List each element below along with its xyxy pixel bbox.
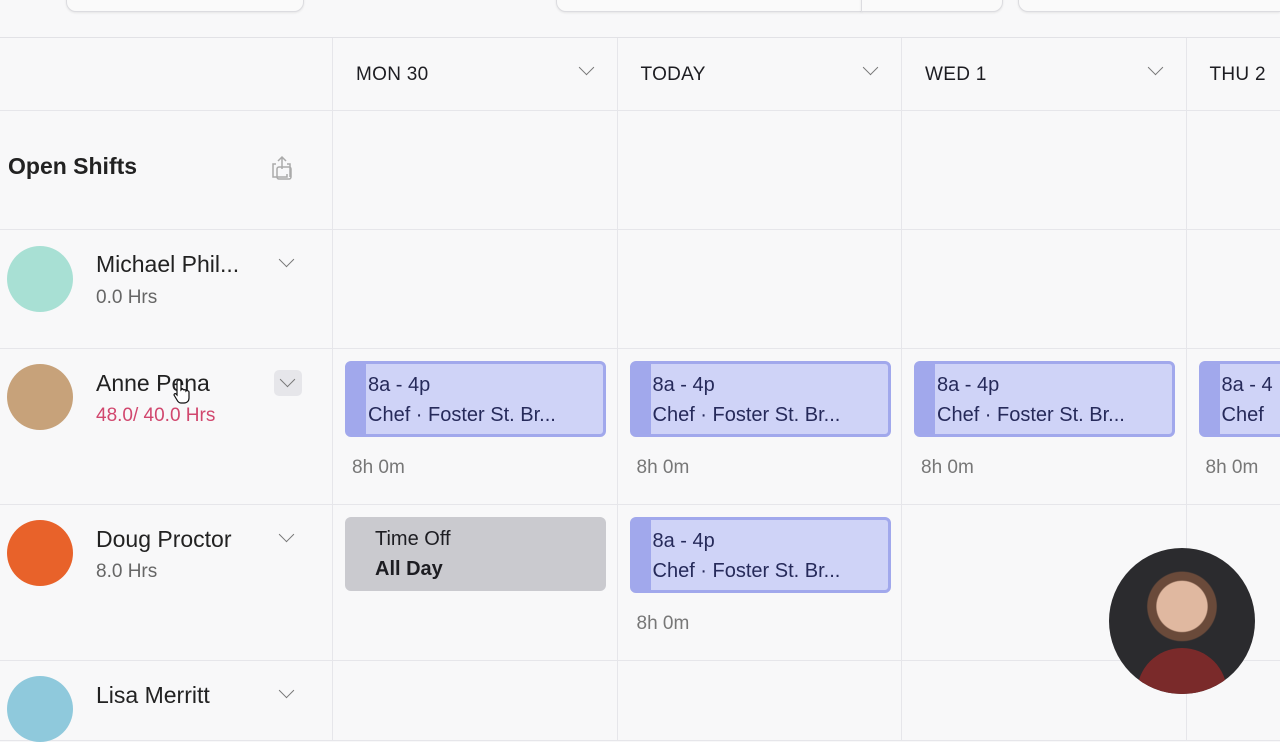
- cell[interactable]: [333, 111, 618, 229]
- shift-role: Chef · Foster St. Br...: [653, 400, 888, 430]
- avatar: [7, 364, 73, 430]
- day-header-row: MON 30 TODAY WED 1 THU 2: [0, 38, 1280, 111]
- day-header-today[interactable]: TODAY: [618, 38, 903, 110]
- chevron-down-icon: [280, 372, 296, 388]
- header-corner: [0, 38, 333, 110]
- avatar: [7, 676, 73, 742]
- cell[interactable]: [618, 661, 903, 740]
- day-label: WED 1: [925, 64, 987, 86]
- employee-name[interactable]: Doug Proctor: [96, 526, 232, 553]
- cell[interactable]: [333, 230, 618, 348]
- employee-row: Lisa Merritt: [0, 661, 1280, 741]
- day-label: TODAY: [641, 64, 706, 86]
- top-control-mid-2[interactable]: [861, 0, 1003, 12]
- shift-time: 8a - 4p: [653, 370, 888, 400]
- chevron-down-icon[interactable]: [279, 683, 295, 699]
- day-header-thu[interactable]: THU 2: [1187, 38, 1280, 110]
- employee-hours: 8.0 Hrs: [96, 561, 157, 583]
- cell[interactable]: [1187, 111, 1280, 229]
- employee-menu-button[interactable]: [274, 370, 302, 396]
- day-label: MON 30: [356, 64, 429, 86]
- shift-time: 8a - 4: [1222, 370, 1280, 400]
- chevron-down-icon[interactable]: [279, 252, 295, 268]
- top-control-mid[interactable]: [556, 0, 862, 12]
- chevron-down-icon[interactable]: [578, 60, 594, 76]
- employee-hours: 48.0/ 40.0 Hrs: [96, 405, 215, 427]
- shift-duration: 8h 0m: [921, 457, 974, 479]
- hand-cursor-icon: [172, 378, 192, 404]
- cell[interactable]: [618, 111, 903, 229]
- cell[interactable]: [1187, 230, 1280, 348]
- day-header-wed[interactable]: WED 1: [902, 38, 1187, 110]
- employee-name[interactable]: Lisa Merritt: [96, 682, 210, 709]
- time-off-duration: All Day: [375, 554, 606, 584]
- top-control-left[interactable]: [66, 0, 304, 12]
- shift-duration: 8h 0m: [1206, 457, 1259, 479]
- top-control-right[interactable]: [1018, 0, 1280, 12]
- cell[interactable]: [902, 230, 1187, 348]
- shift-time: 8a - 4p: [937, 370, 1172, 400]
- day-header-mon[interactable]: MON 30: [333, 38, 618, 110]
- shift-time: 8a - 4p: [368, 370, 603, 400]
- cell[interactable]: [333, 661, 618, 740]
- share-icon[interactable]: [270, 155, 294, 181]
- presenter-webcam: [1109, 548, 1255, 694]
- day-label: THU 2: [1210, 64, 1266, 86]
- shift-duration: 8h 0m: [352, 457, 405, 479]
- open-shifts-row: Open Shifts: [0, 111, 1280, 230]
- open-shifts-title: Open Shifts: [8, 153, 137, 180]
- shift-time: 8a - 4p: [653, 526, 888, 556]
- chevron-down-icon[interactable]: [1147, 60, 1163, 76]
- cell[interactable]: [902, 111, 1187, 229]
- employee-row: Michael Phil... 0.0 Hrs: [0, 230, 1280, 349]
- shift-duration: 8h 0m: [637, 613, 690, 635]
- avatar: [7, 246, 73, 312]
- shift-role: Chef · Foster St. Br...: [368, 400, 603, 430]
- employee-name[interactable]: Anne Pena: [96, 370, 210, 397]
- employee-hours: 0.0 Hrs: [96, 287, 157, 309]
- shift-role: Chef: [1222, 400, 1280, 430]
- avatar: [7, 520, 73, 586]
- employee-name[interactable]: Michael Phil...: [96, 251, 239, 278]
- shift-duration: 8h 0m: [637, 457, 690, 479]
- shift-role: Chef · Foster St. Br...: [937, 400, 1172, 430]
- schedule-grid: MON 30 TODAY WED 1 THU 2 Open Shifts Mic…: [0, 37, 1280, 741]
- shift-role: Chef · Foster St. Br...: [653, 556, 888, 586]
- chevron-down-icon[interactable]: [863, 60, 879, 76]
- time-off-label: Time Off: [375, 524, 606, 554]
- cell[interactable]: [618, 230, 903, 348]
- chevron-down-icon[interactable]: [279, 527, 295, 543]
